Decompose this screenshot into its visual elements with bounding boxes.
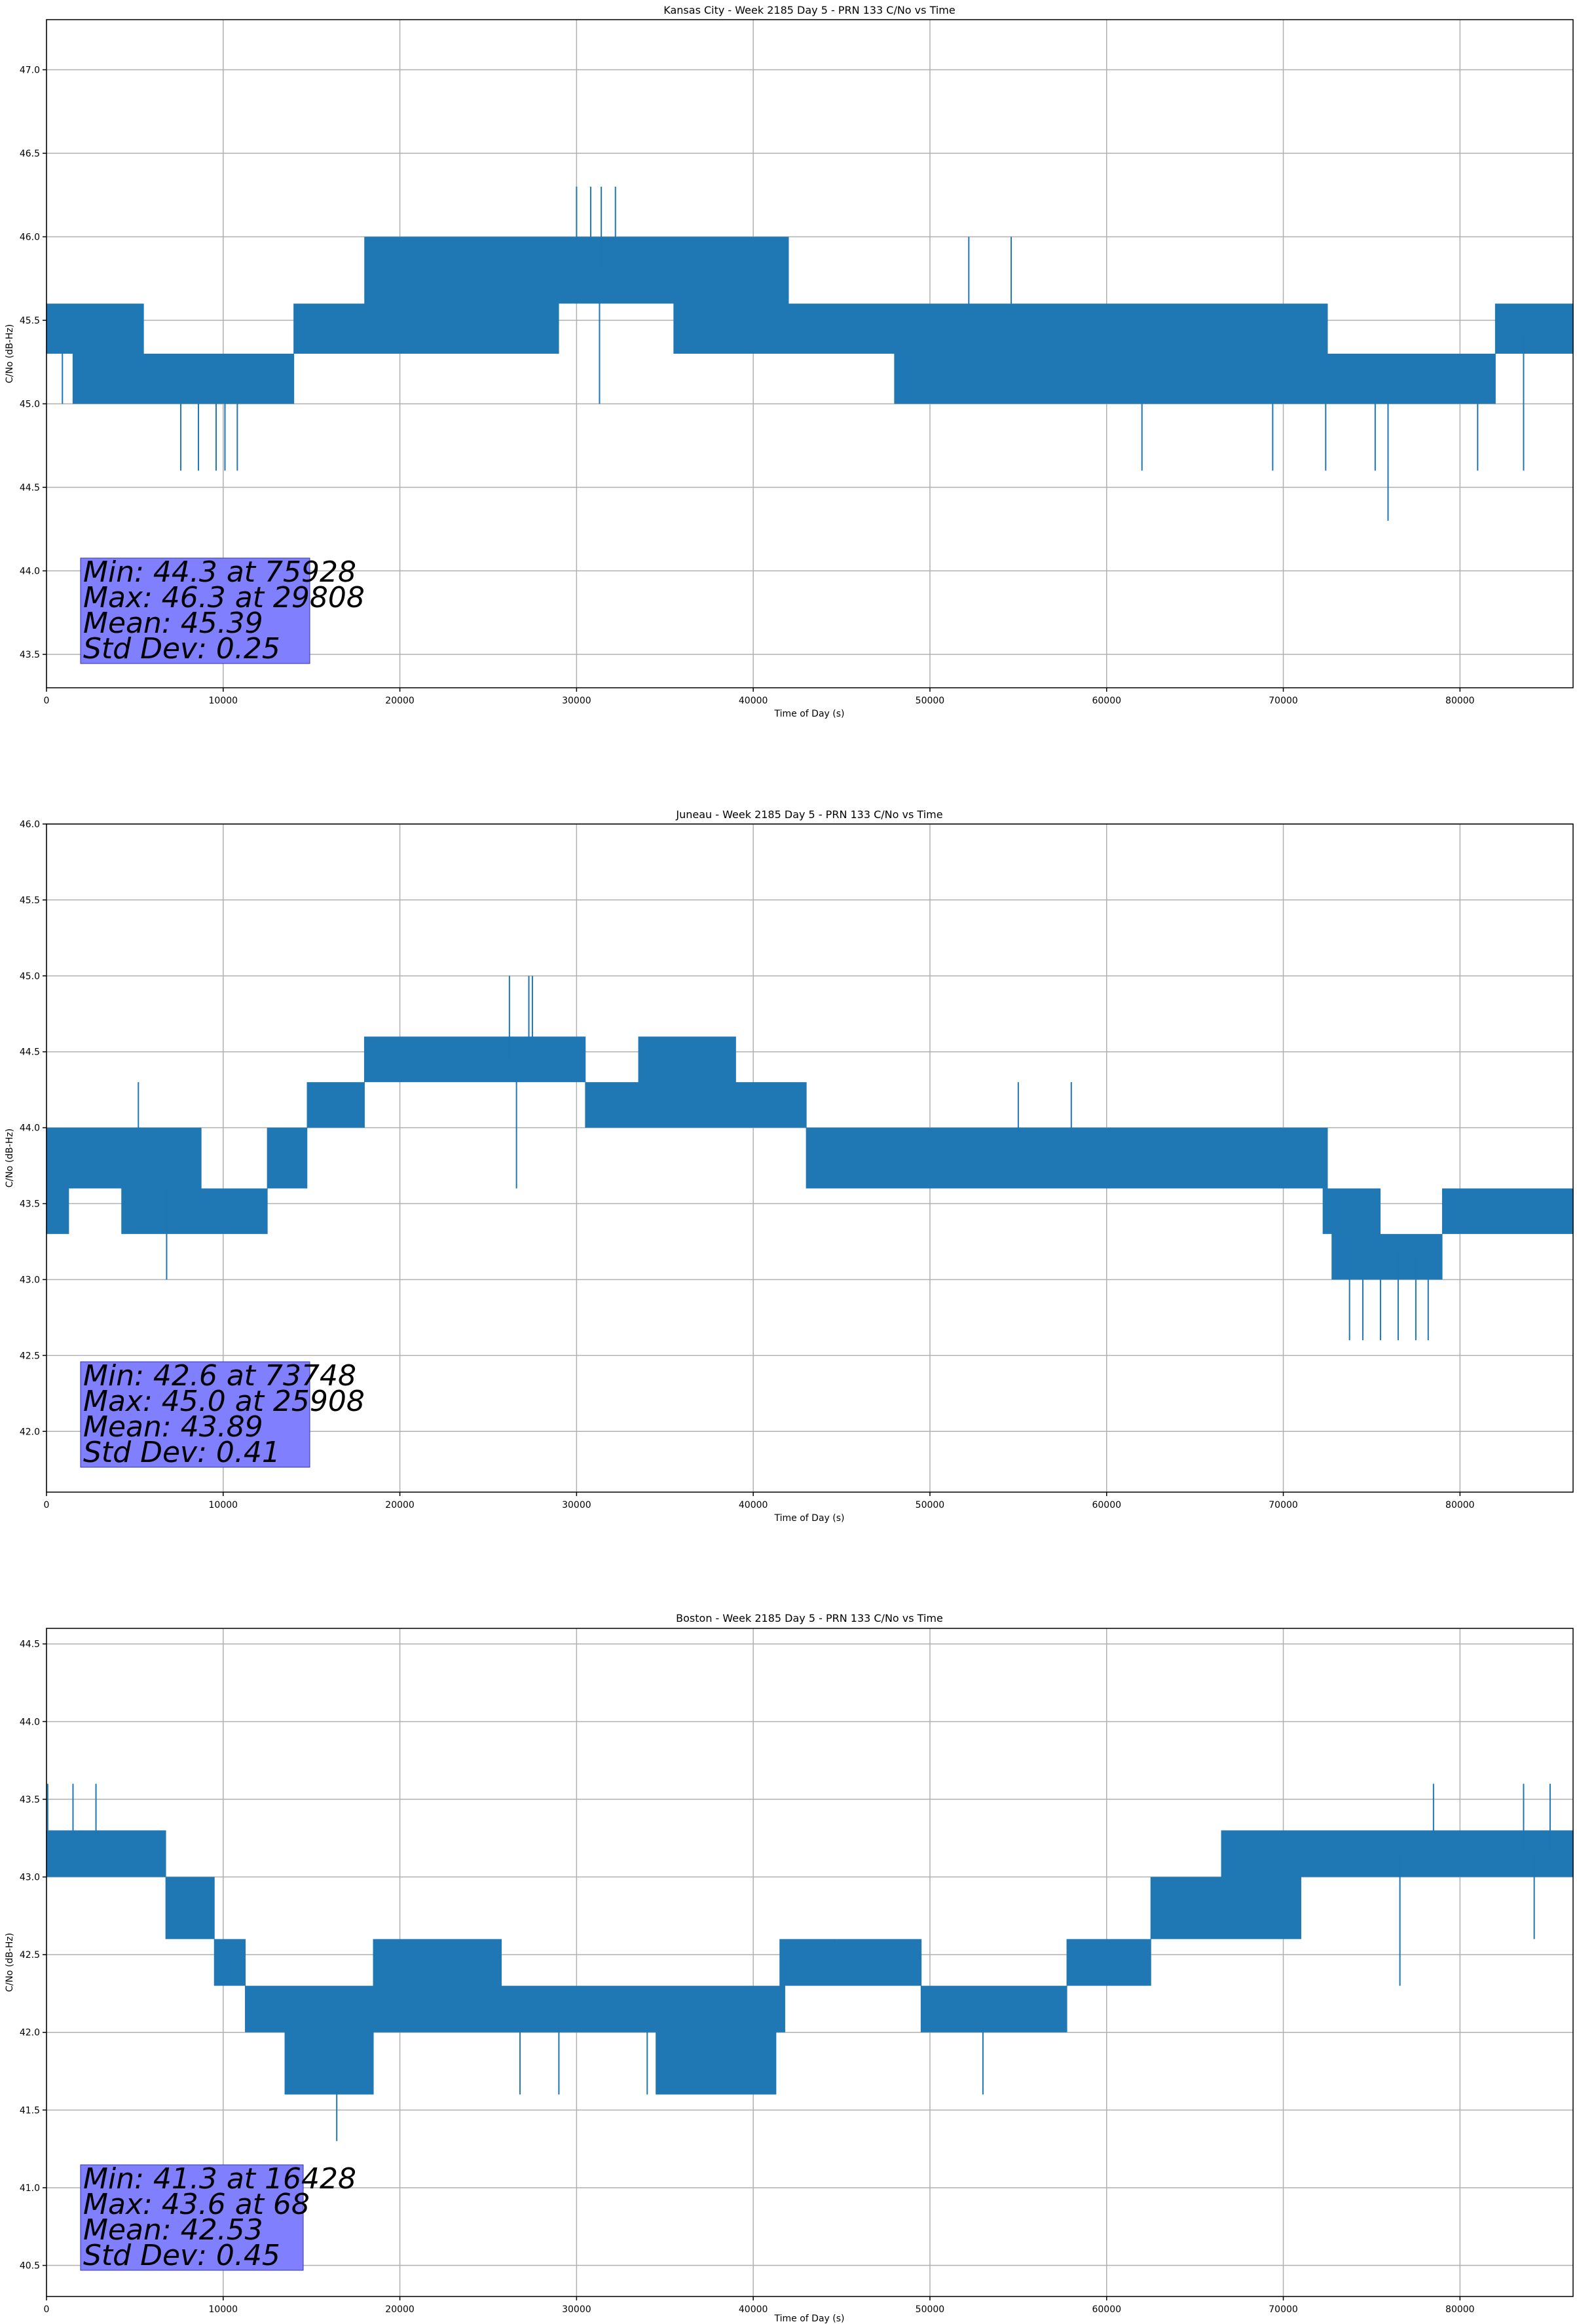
y-axis-label: C/No (dB-Hz) xyxy=(5,1129,15,1188)
y-tick-label: 46.0 xyxy=(20,819,40,830)
y-axis-label: C/No (dB-Hz) xyxy=(5,324,15,383)
x-tick-label: 0 xyxy=(44,2304,50,2315)
y-tick-label: 42.0 xyxy=(20,2028,40,2038)
y-tick-label: 42.5 xyxy=(20,1351,40,1361)
x-tick-label: 50000 xyxy=(916,696,945,706)
x-tick-label: 70000 xyxy=(1269,696,1298,706)
stats-max: Max: 43.6 at 68 xyxy=(83,2188,310,2221)
stats-max: Max: 45.0 at 25908 xyxy=(83,1385,365,1418)
stats-mean: Mean: 42.53 xyxy=(83,2213,263,2247)
y-tick-label: 40.5 xyxy=(20,2261,40,2272)
stats-box-background xyxy=(80,2164,304,2271)
stats-min: Min: 42.6 at 73748 xyxy=(83,1359,356,1393)
y-tick-label: 44.0 xyxy=(20,1717,40,1727)
chart-boston: Boston - Week 2185 Day 5 - PRN 133 C/No … xyxy=(5,1612,1574,2324)
stats-box: Min: 44.3 at 75928 Max: 46.3 at 29808 Me… xyxy=(80,555,365,665)
y-tick-label: 42.0 xyxy=(20,1427,40,1437)
stats-min: Min: 44.3 at 75928 xyxy=(83,555,356,589)
x-tick-label: 30000 xyxy=(562,1500,591,1510)
x-tick-label: 80000 xyxy=(1445,696,1475,706)
y-tick-label: 46.5 xyxy=(20,149,40,159)
cno-series-band xyxy=(46,1036,1574,1280)
x-tick-label: 10000 xyxy=(209,696,238,706)
x-tick-label: 40000 xyxy=(739,1500,768,1510)
x-tick-label: 50000 xyxy=(916,2304,945,2315)
x-tick-label: 70000 xyxy=(1269,2304,1298,2315)
x-tick-label: 10000 xyxy=(209,1500,238,1510)
x-axis-label: Time of Day (s) xyxy=(774,2314,845,2324)
y-tick-label: 43.5 xyxy=(20,650,40,660)
cno-series-band xyxy=(46,1830,1574,2095)
x-axis-label: Time of Day (s) xyxy=(774,709,845,719)
stats-max: Max: 46.3 at 29808 xyxy=(83,581,365,614)
x-tick-label: 50000 xyxy=(916,1500,945,1510)
x-tick-label: 70000 xyxy=(1269,1500,1298,1510)
y-tick-label: 45.5 xyxy=(20,316,40,326)
plot-frame xyxy=(46,1628,1574,2297)
y-tick-label: 43.0 xyxy=(20,1873,40,1883)
stats-mean: Mean: 43.89 xyxy=(83,1410,263,1444)
x-tick-label: 40000 xyxy=(739,696,768,706)
x-tick-label: 60000 xyxy=(1092,1500,1121,1510)
x-tick-label: 0 xyxy=(44,1500,50,1510)
x-tick-label: 20000 xyxy=(385,2304,415,2315)
x-tick-label: 80000 xyxy=(1445,2304,1475,2315)
y-tick-label: 43.5 xyxy=(20,1199,40,1210)
y-tick-label: 47.0 xyxy=(20,66,40,76)
y-tick-label: 45.0 xyxy=(20,400,40,410)
chart-kansas-city: Kansas City - Week 2185 Day 5 - PRN 133 … xyxy=(5,4,1574,719)
y-tick-label: 44.5 xyxy=(20,1640,40,1650)
y-tick-label: 41.0 xyxy=(20,2183,40,2194)
y-tick-label: 43.0 xyxy=(20,1275,40,1285)
y-tick-label: 42.5 xyxy=(20,1950,40,1960)
x-tick-label: 30000 xyxy=(562,2304,591,2315)
x-tick-label: 10000 xyxy=(209,2304,238,2315)
y-tick-label: 41.5 xyxy=(20,2105,40,2116)
x-tick-label: 40000 xyxy=(739,2304,768,2315)
y-tick-label: 44.0 xyxy=(20,567,40,577)
plot-frame xyxy=(46,19,1574,688)
stats-mean: Mean: 45.39 xyxy=(83,607,263,640)
x-tick-label: 80000 xyxy=(1445,1500,1475,1510)
x-tick-label: 20000 xyxy=(385,696,415,706)
chart-title: Boston - Week 2185 Day 5 - PRN 133 C/No … xyxy=(676,1612,943,1624)
y-tick-label: 46.0 xyxy=(20,233,40,243)
y-tick-label: 45.0 xyxy=(20,971,40,982)
stats-std-dev: Std Dev: 0.41 xyxy=(83,1436,280,1469)
x-tick-label: 60000 xyxy=(1092,2304,1121,2315)
x-tick-label: 30000 xyxy=(562,696,591,706)
x-tick-label: 60000 xyxy=(1092,696,1121,706)
stats-box: Min: 41.3 at 16428 Max: 43.6 at 68 Mean:… xyxy=(80,2162,356,2272)
stats-min: Min: 41.3 at 16428 xyxy=(83,2162,356,2196)
x-tick-label: 20000 xyxy=(385,1500,415,1510)
chart-title: Kansas City - Week 2185 Day 5 - PRN 133 … xyxy=(663,4,955,16)
stats-box-background xyxy=(80,557,310,664)
y-tick-label: 45.5 xyxy=(20,895,40,906)
chart-juneau: Juneau - Week 2185 Day 5 - PRN 133 C/No … xyxy=(5,808,1574,1524)
y-tick-label: 43.5 xyxy=(20,1795,40,1805)
y-tick-label: 44.0 xyxy=(20,1123,40,1134)
stats-box: Min: 42.6 at 73748 Max: 45.0 at 25908 Me… xyxy=(80,1359,365,1469)
stats-box-background xyxy=(80,1361,310,1468)
x-axis-label: Time of Day (s) xyxy=(774,1513,845,1524)
plot-frame xyxy=(46,823,1574,1493)
y-tick-label: 44.5 xyxy=(20,483,40,493)
stats-std-dev: Std Dev: 0.25 xyxy=(83,632,280,665)
x-tick-label: 0 xyxy=(44,696,50,706)
chart-title: Juneau - Week 2185 Day 5 - PRN 133 C/No … xyxy=(675,808,942,821)
y-axis-label: C/No (dB-Hz) xyxy=(5,1933,15,1992)
stats-std-dev: Std Dev: 0.45 xyxy=(83,2239,280,2272)
y-tick-label: 44.5 xyxy=(20,1047,40,1058)
